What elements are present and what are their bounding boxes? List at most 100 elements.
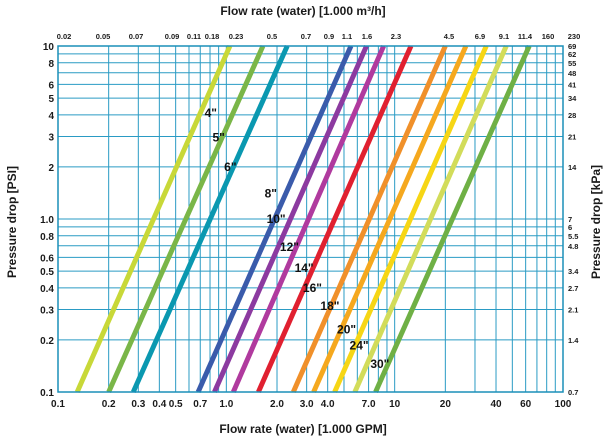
series-line xyxy=(256,44,414,394)
pipe-size-label: 6" xyxy=(224,160,236,174)
left-tick-label: 5 xyxy=(48,94,54,105)
bottom-tick-label: 10 xyxy=(389,399,401,410)
top-tick-label: 1.6 xyxy=(362,32,372,41)
bottom-tick-label: 7.0 xyxy=(362,399,376,410)
left-tick-label: 0.3 xyxy=(40,305,54,316)
top-tick-label: 0.05 xyxy=(96,32,111,41)
right-axis-title: Pressure drop [kPa] xyxy=(589,165,603,279)
right-tick-label: 4.8 xyxy=(568,242,578,251)
bottom-tick-label: 0.1 xyxy=(51,399,65,410)
right-tick-label: 69 xyxy=(568,42,576,51)
left-tick-label: 0.4 xyxy=(40,284,54,295)
left-tick-label: 2 xyxy=(48,163,54,174)
top-tick-label: 0.02 xyxy=(57,32,72,41)
left-tick-label: 0.8 xyxy=(40,232,54,243)
bottom-tick-label: 2.0 xyxy=(270,399,284,410)
right-tick-label: 21 xyxy=(568,132,576,141)
series-line xyxy=(74,44,233,394)
top-tick-label: 160 xyxy=(542,32,555,41)
bottom-tick-label: 60 xyxy=(520,399,532,410)
plot-frame xyxy=(57,45,564,393)
series-line xyxy=(212,44,369,394)
left-tick-label: 10 xyxy=(43,42,55,53)
pipe-size-label: 5" xyxy=(212,131,224,145)
right-tick-label: 14 xyxy=(568,163,577,172)
bottom-tick-label: 1.0 xyxy=(219,399,233,410)
left-tick-label: 3 xyxy=(48,132,54,143)
bottom-tick-label: 4.0 xyxy=(321,399,335,410)
bottom-tick-label: 20 xyxy=(440,399,452,410)
pipe-size-label: 20" xyxy=(337,322,356,336)
top-tick-label: 230 xyxy=(568,32,581,41)
top-tick-label: 9.1 xyxy=(499,32,509,41)
right-tick-label: 48 xyxy=(568,69,576,78)
series-line xyxy=(373,44,532,394)
right-tick-label: 2.1 xyxy=(568,305,578,314)
top-tick-label: 0.07 xyxy=(129,32,144,41)
top-tick-label: 0.09 xyxy=(165,32,180,41)
right-tick-label: 55 xyxy=(568,59,576,68)
right-tick-label: 41 xyxy=(568,80,576,89)
chart-ticks: 0.1 0.2 0.3 0.4 0.5 0.7 1.0 2.0 3.0 4.0 7.0 10 20 40 6… xyxy=(40,32,580,410)
top-tick-label: 0.9 xyxy=(324,32,334,41)
top-tick-label: 0.23 xyxy=(229,32,244,41)
top-tick-label: 11.4 xyxy=(518,32,533,41)
bottom-tick-label: 40 xyxy=(490,399,502,410)
series-line xyxy=(352,44,509,394)
bottom-tick-label: 0.3 xyxy=(131,399,145,410)
pipe-size-label: 30" xyxy=(370,357,389,371)
top-tick-label: 4.5 xyxy=(444,32,454,41)
left-tick-label: 0.1 xyxy=(40,388,54,399)
series-line xyxy=(106,44,266,394)
series-line xyxy=(195,44,354,394)
right-tick-label: 6 xyxy=(568,223,572,232)
pipe-size-label: 12" xyxy=(280,240,299,254)
pipe-size-label: 16" xyxy=(303,281,322,295)
right-tick-label: 62 xyxy=(568,50,576,59)
right-tick-label: 7 xyxy=(568,215,572,224)
right-tick-label: 0.7 xyxy=(568,388,578,397)
pipe-size-label: 14" xyxy=(295,261,314,275)
left-tick-label: 4 xyxy=(48,111,54,122)
left-tick-label: 0.5 xyxy=(40,267,54,278)
pipe-size-label: 18" xyxy=(320,299,339,313)
left-tick-label: 0.2 xyxy=(40,336,54,347)
top-tick-label: 1.1 xyxy=(342,32,352,41)
left-axis-title: Pressure drop [PSI] xyxy=(5,166,19,278)
top-tick-label: 0.7 xyxy=(301,32,311,41)
top-tick-label: 0.18 xyxy=(205,32,220,41)
series-line xyxy=(231,45,386,393)
series-line xyxy=(291,44,448,394)
bottom-tick-label: 3.0 xyxy=(300,399,314,410)
right-tick-label: 34 xyxy=(568,94,577,103)
top-tick-label: 0.5 xyxy=(267,32,277,41)
top-tick-label: 0.11 xyxy=(187,32,201,41)
bottom-tick-label: 0.7 xyxy=(193,399,207,410)
series-line xyxy=(311,44,469,394)
left-tick-label: 1.0 xyxy=(40,215,54,226)
chart-size-labels: 4" 5" 6" 8" 10" 12" 14" 16" 18" 20" 24"30" xyxy=(205,106,390,371)
pipe-size-label: 8" xyxy=(265,187,277,201)
top-tick-label: 6.9 xyxy=(475,32,485,41)
pipe-size-label: 24" xyxy=(350,338,369,352)
top-axis-title: Flow rate (water) [1.000 m³/h] xyxy=(220,4,385,18)
chart-series xyxy=(74,44,532,394)
right-tick-label: 2.7 xyxy=(568,284,578,293)
bottom-tick-label: 0.5 xyxy=(169,399,183,410)
left-tick-label: 8 xyxy=(48,59,54,70)
bottom-tick-label: 0.4 xyxy=(152,399,166,410)
top-tick-label: 2.3 xyxy=(391,32,401,41)
series-line xyxy=(332,44,489,394)
bottom-tick-label: 0.2 xyxy=(102,399,116,410)
right-tick-label: 5.5 xyxy=(568,232,578,241)
right-tick-label: 1.4 xyxy=(568,336,579,345)
pipe-size-label: 4" xyxy=(205,106,217,120)
left-tick-label: 6 xyxy=(48,80,54,91)
pipe-size-label: 10" xyxy=(267,212,286,226)
bottom-axis-title: Flow rate (water) [1.000 GPM] xyxy=(219,422,386,436)
right-tick-label: 28 xyxy=(568,111,576,120)
right-tick-label: 3.4 xyxy=(568,267,579,276)
series-line xyxy=(130,44,290,394)
bottom-tick-label: 100 xyxy=(555,399,572,410)
